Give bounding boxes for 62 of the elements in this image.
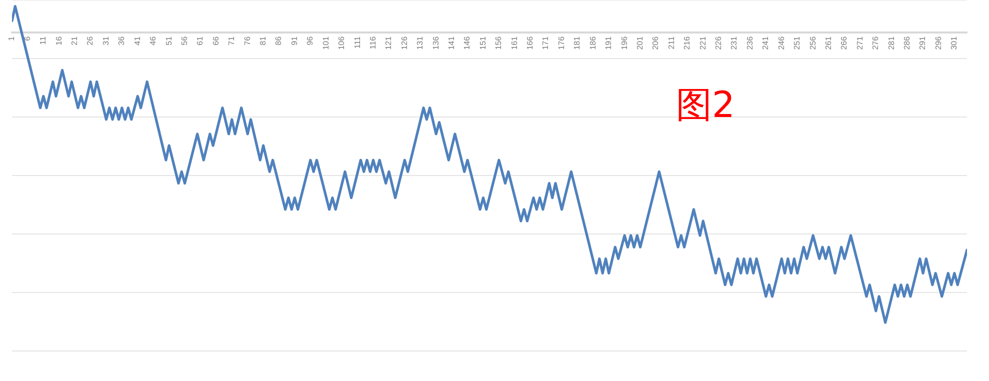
x-tick-label: 51 — [164, 36, 174, 46]
x-tick-label: 246 — [776, 36, 786, 50]
x-tick-label: 116 — [368, 36, 378, 50]
x-tick-label: 56 — [180, 36, 189, 46]
x-tick-label: 71 — [227, 36, 236, 46]
x-tick-label: 186 — [588, 36, 598, 50]
x-tick-label: 31 — [101, 36, 110, 46]
x-tick-label: 41 — [132, 36, 142, 46]
x-tick-label: 121 — [384, 36, 394, 50]
x-tick-label: 241 — [761, 36, 770, 50]
x-tick-label: 171 — [541, 36, 550, 50]
x-tick-label: 176 — [556, 36, 566, 50]
x-tick-label: 21 — [70, 36, 80, 46]
x-tick-label: 231 — [730, 36, 739, 50]
x-tick-label: 96 — [306, 36, 315, 46]
x-tick-label: 206 — [651, 36, 660, 50]
x-tick-label: 141 — [447, 36, 456, 50]
x-tick-label: 221 — [698, 36, 708, 50]
x-tick-label: 261 — [824, 36, 833, 50]
annotation: 图2 — [676, 85, 735, 126]
x-tick-label: 61 — [196, 36, 205, 46]
x-tick-label: 291 — [918, 36, 928, 50]
x-tick-label: 196 — [620, 36, 629, 50]
x-tick-label: 161 — [510, 36, 519, 50]
x-tick-label: 36 — [117, 36, 126, 46]
x-tick-label: 1 — [7, 36, 16, 41]
x-tick-label: 66 — [211, 36, 220, 46]
x-tick-label: 91 — [290, 36, 299, 46]
x-tick-label: 191 — [604, 36, 614, 50]
x-tick-label: 151 — [478, 36, 488, 50]
x-tick-label: 106 — [337, 36, 346, 50]
x-tick-label: 46 — [148, 36, 158, 46]
x-tick-label: 276 — [871, 36, 880, 50]
x-tick-label: 281 — [886, 36, 896, 50]
x-tick-label: 211 — [666, 36, 676, 50]
x-tick-label: 256 — [808, 36, 818, 50]
x-tick-label: 16 — [54, 36, 64, 46]
x-tick-label: 226 — [714, 36, 724, 50]
x-tick-label: 76 — [242, 36, 252, 46]
x-tick-label: 131 — [416, 36, 425, 50]
x-tick-label: 301 — [950, 36, 959, 50]
x-tick-label: 156 — [494, 36, 504, 50]
x-tick-label: 86 — [274, 36, 284, 46]
x-tick-label: 166 — [526, 36, 535, 50]
x-tick-label: 251 — [792, 36, 802, 50]
x-tick-label: 271 — [855, 36, 864, 50]
x-tick-label: 286 — [902, 36, 912, 50]
x-tick-label: 111 — [352, 36, 362, 49]
x-tick-label: 201 — [635, 36, 644, 50]
x-tick-label: 216 — [682, 36, 692, 50]
x-tick-label: 266 — [840, 36, 849, 50]
x-tick-label: 126 — [400, 36, 409, 50]
x-tick-label: 11 — [38, 36, 48, 45]
x-tick-label: 101 — [321, 36, 330, 50]
x-tick-label: 6 — [22, 36, 32, 41]
x-tick-label: 26 — [86, 36, 95, 46]
x-tick-label: 296 — [934, 36, 943, 50]
x-tick-label: 136 — [431, 36, 440, 50]
x-tick-label: 81 — [258, 36, 268, 46]
x-tick-label: 146 — [462, 36, 472, 50]
x-tick-label: 181 — [572, 36, 582, 50]
x-tick-label: 236 — [745, 36, 754, 50]
